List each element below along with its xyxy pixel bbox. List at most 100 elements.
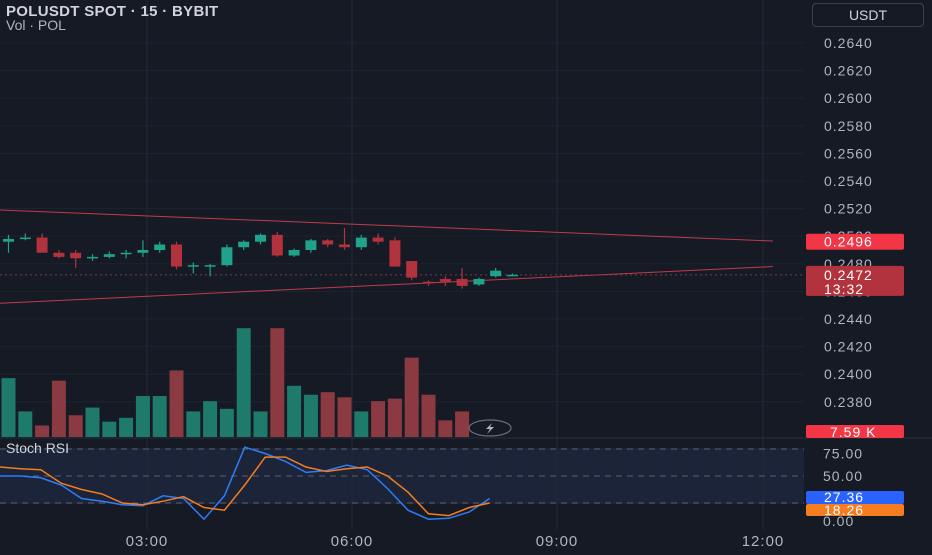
- price-tick-label: 0.2380: [824, 394, 873, 410]
- price-tick-label: 0.2620: [824, 63, 873, 79]
- candle-body[interactable]: [322, 240, 334, 245]
- volume-bar: [152, 396, 167, 437]
- volume-value-label: 7.59 K: [830, 424, 876, 440]
- volume-bar: [455, 411, 470, 437]
- candle-body[interactable]: [389, 240, 401, 267]
- candle-body[interactable]: [3, 238, 14, 242]
- candle-body[interactable]: [406, 261, 418, 278]
- price-tick-label: 0.2540: [824, 173, 873, 189]
- trendline-upper[interactable]: [0, 209, 773, 242]
- candle-body[interactable]: [238, 241, 250, 248]
- price-tick-label: 0.2560: [824, 145, 873, 161]
- volume-indicator-title[interactable]: Vol · POL: [6, 17, 66, 33]
- stoch-rsi-d-value: 18.26: [824, 502, 864, 518]
- stoch-rsi-d-badge: [806, 504, 904, 516]
- stoch-rsi-k-badge: [806, 491, 904, 504]
- stoch-rsi-d-line: [0, 456, 490, 517]
- last-price-badge: [806, 265, 904, 296]
- lightning-icon[interactable]: [468, 419, 512, 437]
- candle-body[interactable]: [171, 244, 182, 267]
- trendline-price-badge: [806, 233, 904, 250]
- volume-bar: [303, 394, 318, 437]
- volume-bar: [354, 411, 369, 437]
- candle-body[interactable]: [456, 278, 468, 286]
- volume-bar: [371, 401, 386, 437]
- lightning-icon-glyph[interactable]: [486, 423, 494, 434]
- stoch-rsi-tick-label: 0.00: [823, 513, 854, 529]
- candle-body[interactable]: [372, 237, 384, 242]
- last-price-label: 0.2472: [824, 267, 873, 283]
- volume-bar: [270, 328, 285, 437]
- volume-bar: [438, 420, 453, 437]
- candle-body[interactable]: [103, 254, 115, 257]
- stoch-rsi-k-line: [0, 446, 491, 521]
- volume-bar: [102, 421, 117, 437]
- candle-body[interactable]: [339, 244, 350, 248]
- candle-body[interactable]: [221, 247, 233, 266]
- volume-value-badge: [806, 425, 904, 438]
- currency-button[interactable]: USDT: [812, 3, 924, 27]
- price-tick-label: 0.2580: [824, 118, 873, 134]
- price-tick-label: 0.2440: [824, 311, 873, 327]
- stoch-rsi-tick-label: 50.00: [823, 468, 863, 484]
- time-tick-label: 09:00: [536, 533, 579, 550]
- candle-body[interactable]: [490, 270, 502, 277]
- volume-bar: [404, 357, 419, 437]
- candle-body[interactable]: [120, 252, 132, 255]
- candle-body[interactable]: [255, 234, 266, 242]
- candle-body[interactable]: [305, 240, 317, 250]
- candle-body[interactable]: [137, 250, 149, 253]
- price-tick-label: 0.2600: [824, 90, 873, 106]
- candle-body[interactable]: [204, 265, 216, 267]
- volume-bar: [287, 385, 302, 437]
- stoch-rsi-k-value: 27.36: [824, 489, 864, 505]
- candle-body[interactable]: [53, 252, 65, 257]
- volume-bar: [236, 328, 251, 437]
- candle-body[interactable]: [473, 278, 485, 285]
- time-tick-label: 12:00: [742, 533, 785, 550]
- volume-bar: [253, 411, 268, 437]
- bar-countdown: 13:32: [824, 281, 864, 297]
- volume-bar: [35, 425, 50, 437]
- candle-body[interactable]: [70, 252, 82, 259]
- trendline-price-label: 0.2496: [824, 234, 873, 250]
- volume-bar: [169, 370, 184, 437]
- time-tick-label: 06:00: [331, 533, 374, 550]
- volume-bar: [1, 378, 16, 437]
- volume-bar: [421, 394, 436, 437]
- stoch-rsi-tick-label: 75.00: [823, 446, 863, 462]
- price-tick-label: 0.2400: [824, 366, 873, 382]
- volume-bar: [219, 408, 234, 437]
- trendline-lower[interactable]: [0, 266, 773, 305]
- volume-bar: [203, 401, 218, 437]
- volume-bar: [18, 411, 33, 437]
- volume-bar: [135, 396, 150, 437]
- candle-body[interactable]: [423, 281, 434, 284]
- volume-bar: [119, 417, 134, 437]
- candle-body[interactable]: [87, 256, 98, 259]
- price-tick-label: 0.2520: [824, 201, 873, 217]
- candle-body[interactable]: [439, 278, 451, 282]
- symbol-title[interactable]: POLUSDT SPOT · 15 · BYBIT: [6, 3, 219, 20]
- candle-body[interactable]: [154, 244, 166, 250]
- volume-bar: [337, 397, 352, 437]
- time-tick-label: 03:00: [126, 533, 169, 550]
- volume-bar: [320, 392, 335, 437]
- candle-body[interactable]: [271, 234, 283, 256]
- candle-body[interactable]: [507, 274, 518, 277]
- candle-body[interactable]: [187, 265, 199, 267]
- stoch-rsi-title[interactable]: Stoch RSI: [6, 440, 70, 456]
- candle-body[interactable]: [36, 237, 48, 253]
- volume-bar: [186, 411, 201, 437]
- candle-body[interactable]: [288, 250, 300, 256]
- volume-bar: [85, 407, 100, 437]
- candle-body[interactable]: [19, 237, 31, 240]
- volume-bar: [51, 380, 66, 437]
- volume-bar: [68, 415, 83, 437]
- price-tick-label: 0.2640: [824, 35, 873, 51]
- candle-body[interactable]: [355, 237, 367, 248]
- volume-bar: [387, 398, 402, 437]
- price-tick-label: 0.2420: [824, 339, 873, 355]
